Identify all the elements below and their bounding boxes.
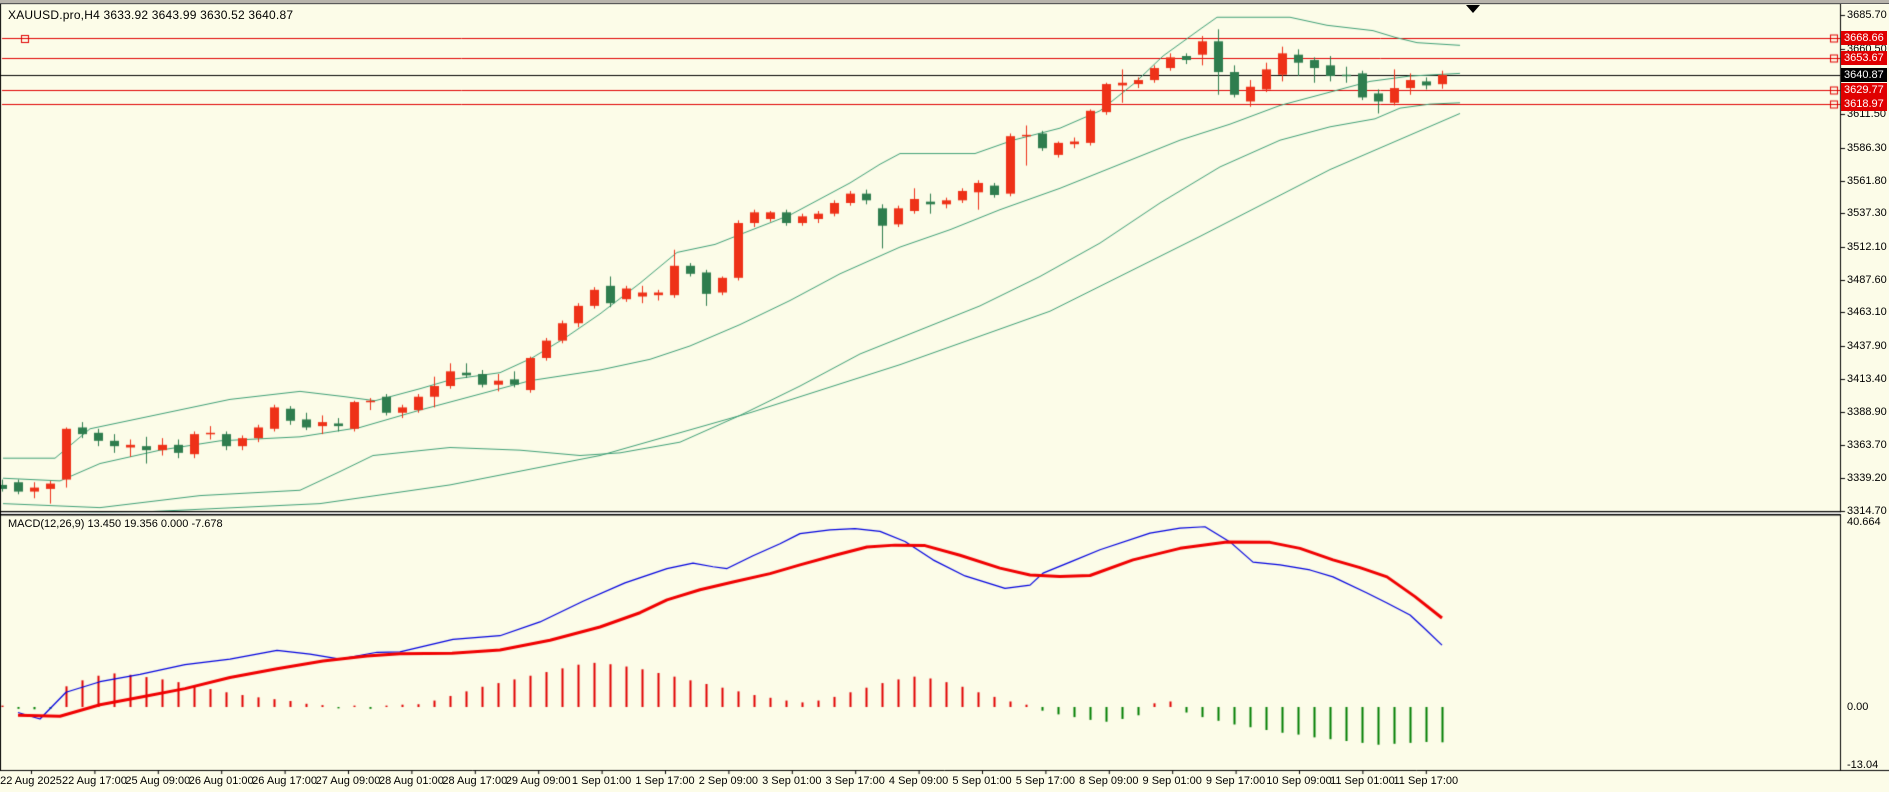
price-tick-label: 3339.20 [1847,471,1887,484]
time-tick-label: 9 Sep 17:00 [1205,775,1266,787]
time-tick-label: 10 Sep 09:00 [1266,775,1332,787]
time-tick-label: 3 Sep 01:00 [762,775,822,787]
price-tick-label: 3437.90 [1847,340,1887,353]
macd-max-label: 40.664 [1847,516,1881,528]
time-tick-label: 11 Sep 17:00 [1393,775,1459,787]
time-tick-label: 27 Aug 09:00 [315,775,381,787]
level-price-badge: 3629.77 [1841,82,1887,97]
chart-shift-triangle-icon[interactable] [1466,5,1480,13]
time-tick-label: 9 Sep 01:00 [1142,775,1202,787]
window-top-edge [0,0,1889,4]
level-price-badge: 3668.66 [1841,30,1887,45]
time-tick-label: 5 Sep 01:00 [952,775,1012,787]
time-tick-label: 25 Aug 09:00 [125,775,191,787]
price-tick-label: 3586.30 [1847,141,1887,154]
price-tick-label: 3512.10 [1847,240,1887,253]
time-tick-label: 22 Aug 17:00 [61,775,127,787]
time-tick-label: 29 Aug 09:00 [505,775,571,787]
macd-zero-label: 0.00 [1847,701,1869,713]
time-tick-label: 4 Sep 09:00 [888,775,949,787]
price-tick-label: 3314.70 [1847,504,1887,517]
price-tick-label: 3413.40 [1847,372,1887,385]
price-tick-label: 3561.80 [1847,174,1887,187]
macd-indicator-label: MACD(12,26,9) 13.450 19.356 0.000 -7.678 [8,518,223,530]
time-tick-label: 28 Aug 01:00 [378,775,444,787]
time-tick-label: 11 Sep 01:00 [1330,775,1395,787]
time-tick-label: 8 Sep 09:00 [1079,775,1139,787]
level-price-badge: 3653.67 [1841,50,1887,65]
price-tick-label: 3388.90 [1847,405,1887,418]
price-tick-label: 3487.60 [1847,273,1887,286]
price-tick-label: 3685.70 [1847,9,1887,21]
symbol-ohlc-title: XAUUSD.pro,H4 3633.92 3643.99 3630.52 36… [8,8,294,22]
time-tick-label: 26 Aug 01:00 [188,775,254,787]
time-tick-label: 2 Sep 09:00 [698,775,759,787]
price-tick-label: 3537.30 [1847,207,1887,220]
macd-min-label: -13.04 [1847,758,1879,771]
time-tick-label: 1 Sep 17:00 [635,775,695,787]
price-tick-label: 3463.10 [1847,306,1887,319]
price-tick-label: 3363.70 [1847,439,1887,452]
level-price-badge: 3618.97 [1841,97,1887,112]
time-tick-label: 1 Sep 01:00 [571,775,632,787]
time-tick-label: 28 Aug 17:00 [442,775,508,787]
time-tick-label: 5 Sep 17:00 [1015,775,1076,787]
time-tick-label: 22 Aug 2025 [0,775,62,787]
time-tick-label: 3 Sep 17:00 [825,775,885,787]
current-price-badge: 3640.87 [1841,67,1887,82]
time-tick-label: 26 Aug 17:00 [252,775,318,787]
